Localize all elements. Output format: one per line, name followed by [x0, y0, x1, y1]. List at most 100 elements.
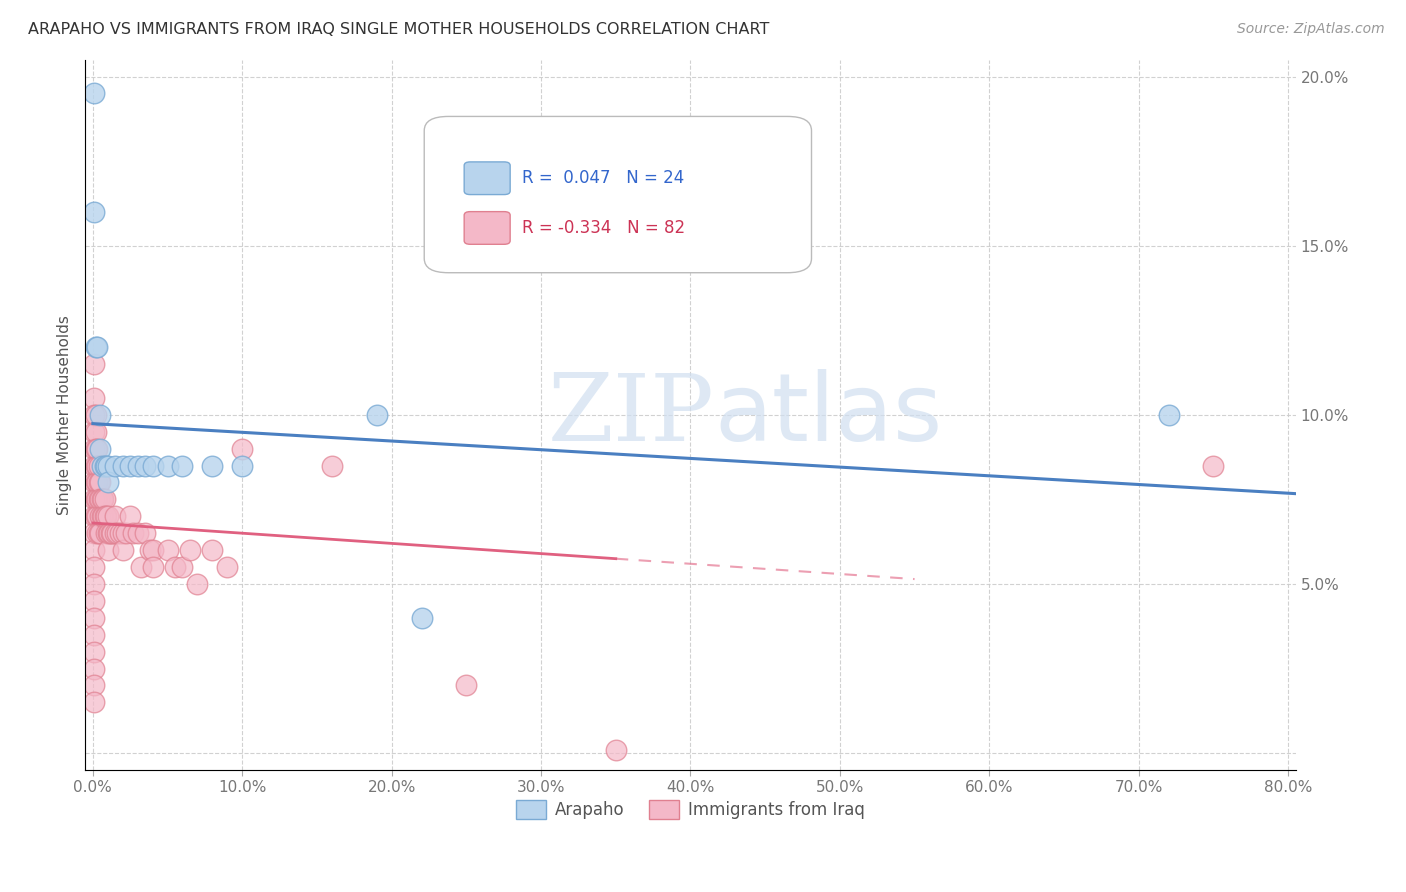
Point	[83, 458, 105, 473]
Point	[84, 475, 107, 490]
Point	[83, 475, 105, 490]
Point	[366, 408, 388, 422]
Point	[83, 526, 105, 541]
Point	[108, 526, 131, 541]
Point	[1157, 408, 1180, 422]
Point	[217, 560, 239, 574]
Point	[87, 526, 110, 541]
Point	[142, 543, 165, 558]
Text: ZIP: ZIP	[548, 370, 714, 459]
Point	[100, 526, 122, 541]
Point	[91, 509, 114, 524]
Point	[98, 526, 121, 541]
Text: atlas: atlas	[714, 368, 943, 461]
Point	[134, 458, 156, 473]
Point	[156, 543, 179, 558]
Point	[86, 492, 108, 507]
Point	[83, 408, 105, 422]
Point	[89, 408, 111, 422]
Point	[90, 509, 112, 524]
Point	[86, 526, 108, 541]
Y-axis label: Single Mother Households: Single Mother Households	[58, 315, 72, 515]
Point	[111, 526, 134, 541]
Point	[97, 509, 120, 524]
Point	[97, 458, 120, 473]
Point	[90, 492, 112, 507]
Point	[114, 526, 136, 541]
Point	[84, 442, 107, 456]
Point	[94, 458, 117, 473]
Point	[101, 526, 124, 541]
FancyBboxPatch shape	[464, 211, 510, 244]
Point	[605, 742, 627, 756]
Point	[105, 526, 128, 541]
Point	[83, 87, 105, 101]
FancyBboxPatch shape	[464, 161, 510, 194]
Point	[84, 509, 107, 524]
Point	[138, 543, 160, 558]
Text: Source: ZipAtlas.com: Source: ZipAtlas.com	[1237, 22, 1385, 37]
Point	[83, 678, 105, 692]
Point	[91, 492, 114, 507]
Point	[231, 442, 253, 456]
Point	[120, 509, 142, 524]
Point	[83, 577, 105, 591]
Point	[83, 628, 105, 642]
Point	[83, 391, 105, 405]
Point	[83, 560, 105, 574]
Point	[456, 678, 478, 692]
Point	[97, 543, 120, 558]
Legend: Arapaho, Immigrants from Iraq: Arapaho, Immigrants from Iraq	[510, 793, 872, 826]
Point	[86, 458, 108, 473]
FancyBboxPatch shape	[425, 117, 811, 273]
Point	[83, 695, 105, 709]
Point	[231, 458, 253, 473]
Point	[179, 543, 201, 558]
Point	[87, 458, 110, 473]
Point	[83, 492, 105, 507]
Point	[186, 577, 208, 591]
Point	[127, 458, 149, 473]
Point	[83, 543, 105, 558]
Point	[86, 442, 108, 456]
Point	[156, 458, 179, 473]
Point	[127, 526, 149, 541]
Point	[142, 458, 165, 473]
Point	[83, 661, 105, 675]
Point	[142, 560, 165, 574]
Point	[89, 492, 111, 507]
Point	[201, 543, 224, 558]
Point	[96, 526, 118, 541]
Point	[86, 340, 108, 354]
Point	[83, 357, 105, 371]
Point	[201, 458, 224, 473]
Text: ARAPAHO VS IMMIGRANTS FROM IRAQ SINGLE MOTHER HOUSEHOLDS CORRELATION CHART: ARAPAHO VS IMMIGRANTS FROM IRAQ SINGLE M…	[28, 22, 769, 37]
Point	[96, 458, 118, 473]
Point	[83, 442, 105, 456]
Point	[83, 425, 105, 439]
Point	[90, 458, 112, 473]
Point	[86, 475, 108, 490]
Text: R =  0.047   N = 24: R = 0.047 N = 24	[522, 169, 685, 187]
Point	[111, 458, 134, 473]
Point	[83, 509, 105, 524]
Point	[120, 458, 142, 473]
Point	[134, 526, 156, 541]
Point	[94, 492, 117, 507]
Point	[94, 509, 117, 524]
Point	[129, 560, 152, 574]
Point	[96, 509, 118, 524]
Point	[89, 526, 111, 541]
Point	[163, 560, 186, 574]
Point	[89, 442, 111, 456]
Text: R = -0.334   N = 82: R = -0.334 N = 82	[522, 219, 685, 237]
Point	[97, 475, 120, 490]
Point	[321, 458, 343, 473]
Point	[86, 509, 108, 524]
Point	[111, 543, 134, 558]
Point	[104, 458, 127, 473]
Point	[84, 408, 107, 422]
Point	[84, 340, 107, 354]
Point	[172, 560, 194, 574]
Point	[104, 509, 127, 524]
